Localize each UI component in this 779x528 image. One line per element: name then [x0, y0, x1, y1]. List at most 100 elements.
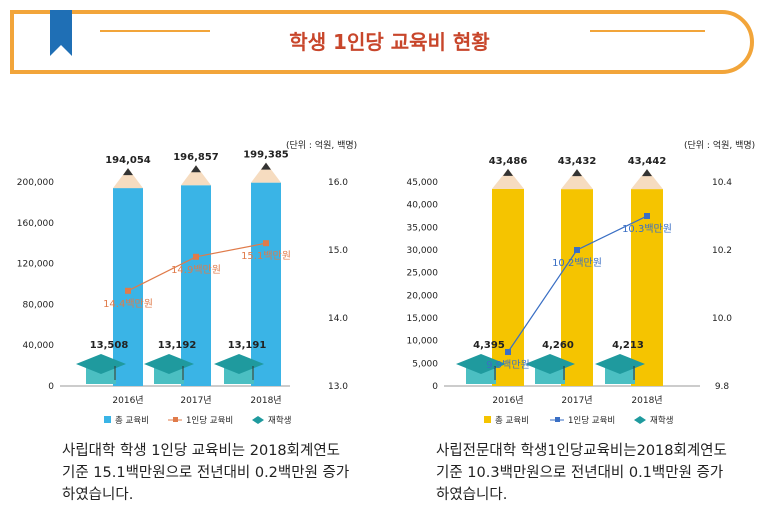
c2-ytick-label: 10,000	[407, 337, 439, 347]
c1-per-student-label: 15.1백만원	[241, 250, 291, 262]
c1-bar-total-label: 194,054	[105, 155, 151, 166]
c1-pencil-tip	[113, 168, 143, 189]
c2-per-student-point	[505, 349, 511, 355]
c2-y2tick-label: 9.8	[715, 382, 730, 392]
c2-legend-students: 재학생	[650, 415, 673, 426]
c1-y2tick-label: 16.0	[328, 178, 348, 188]
c1-pencil-tip	[251, 162, 281, 183]
c1-legend-line-marker	[173, 417, 178, 422]
c2-ytick-label: 20,000	[407, 291, 439, 301]
c2-legend-total: 총 교육비	[495, 416, 529, 426]
c2-xtick-label: 2016년	[492, 395, 523, 406]
c2-pencil-tip	[561, 169, 593, 190]
c1-ytick-label: 40,000	[23, 341, 55, 351]
c1-per-student-point	[263, 240, 269, 247]
c2-student-cap-top	[456, 354, 506, 374]
c1-pencil-lead	[123, 168, 133, 176]
c1-bar-total	[181, 185, 211, 386]
c2-student-cap-top	[525, 354, 575, 374]
c1-per-student-label: 14.4백만원	[103, 298, 153, 310]
title-banner	[10, 10, 754, 74]
c1-xtick-label: 2016년	[112, 395, 143, 406]
c1-student-cap-top	[214, 354, 264, 374]
c2-student-label: 4,260	[542, 340, 574, 351]
c2-student-label: 4,213	[612, 340, 644, 351]
unit-label-right: (단위 : 억원, 백명)	[684, 141, 756, 151]
c1-bar-total	[113, 188, 143, 386]
c2-per-student-label: 10.2백만원	[552, 257, 602, 269]
c2-pencil-lead	[642, 169, 652, 177]
c2-xtick-label: 2018년	[631, 395, 662, 406]
c1-student-cap-top	[144, 354, 194, 374]
c1-ytick-label: 80,000	[23, 300, 55, 310]
c2-ytick-label: 0	[432, 382, 438, 392]
unit-label-left: (단위 : 억원, 백명)	[286, 141, 358, 151]
c2-pencil-lead	[503, 168, 513, 176]
c2-per-student-label: 9.9백만원	[486, 359, 530, 371]
c1-student-cap-top	[76, 354, 126, 374]
caption-left: 사립대학 학생 1인당 교육비는 2018회계연도 기준 15.1백만원으로 전…	[62, 443, 350, 503]
c1-per-student-label: 14.9백만원	[171, 264, 221, 276]
c1-legend-per-student: 1인당 교육비	[186, 415, 233, 426]
c2-y2tick-label: 10.0	[712, 314, 732, 324]
c1-ytick-label: 200,000	[17, 178, 54, 188]
c2-ytick-label: 40,000	[407, 201, 439, 211]
c1-ytick-label: 0	[48, 382, 54, 392]
c2-xtick-label: 2017년	[561, 395, 592, 406]
panel-label-private-college: 사립전문대학	[539, 113, 623, 131]
c1-y2tick-label: 15.0	[328, 246, 348, 256]
c2-ytick-label: 15,000	[407, 314, 439, 324]
c2-bar-total	[561, 189, 593, 386]
c1-bar-total-label: 199,385	[243, 150, 289, 161]
c2-bar-total-label: 43,432	[558, 156, 597, 167]
c1-y2tick-label: 13.0	[328, 382, 348, 392]
c1-bar-total	[251, 182, 281, 386]
c2-pencil-tip	[631, 169, 663, 190]
c2-y2tick-label: 10.2	[712, 246, 732, 256]
c2-ytick-label: 5,000	[412, 359, 438, 369]
c2-ytick-label: 25,000	[407, 269, 439, 279]
c2-per-student-label: 10.3백만원	[622, 223, 672, 235]
c2-bar-total-label: 43,486	[489, 156, 528, 167]
c1-bar-total-label: 196,857	[173, 152, 219, 163]
c2-per-student-point	[574, 247, 580, 253]
c1-student-label: 13,191	[228, 340, 267, 351]
c1-pencil-tip	[181, 165, 211, 186]
c1-legend-cap-icon	[252, 416, 264, 424]
caption-right: 사립전문대학 학생1인당교육비는2018회계연도 기준 10.3백만원으로 전년…	[436, 443, 727, 503]
c1-y2tick-label: 14.0	[328, 314, 348, 324]
c2-bar-total	[631, 189, 663, 386]
c1-legend-students: 재학생	[268, 415, 291, 426]
c1-ytick-label: 120,000	[17, 260, 54, 270]
c1-student-label: 13,192	[158, 340, 197, 351]
c1-per-student-point	[193, 253, 199, 260]
c1-legend-total-swatch	[104, 416, 111, 423]
c1-student-label: 13,508	[90, 340, 129, 351]
c2-legend-total-swatch	[484, 416, 491, 423]
c1-pencil-lead	[261, 162, 271, 170]
c1-xtick-label: 2017년	[180, 395, 211, 406]
c2-legend-cap-icon	[634, 416, 646, 424]
c2-ytick-label: 30,000	[407, 246, 439, 256]
page-title: 학생 1인당 교육비 현황	[289, 30, 490, 54]
c2-student-label: 4,395	[473, 340, 505, 351]
c1-ytick-label: 160,000	[17, 219, 54, 229]
c2-y2tick-label: 10.4	[712, 178, 732, 188]
c2-pencil-tip	[492, 168, 524, 189]
bookmark-icon	[50, 10, 72, 56]
c2-student-cap-top	[595, 354, 645, 374]
c2-ytick-label: 35,000	[407, 223, 439, 233]
c2-ytick-label: 45,000	[407, 178, 439, 188]
c1-legend-total: 총 교육비	[115, 416, 149, 426]
c2-legend-line-marker	[555, 417, 560, 422]
banner-divider-left	[100, 30, 210, 32]
c2-pencil-lead	[572, 169, 582, 177]
c1-pencil-lead	[191, 165, 201, 173]
c2-legend-per-student: 1인당 교육비	[568, 415, 615, 426]
c2-bar-total-label: 43,442	[628, 156, 667, 167]
c1-per-student-point	[125, 287, 131, 294]
c2-per-student-point	[644, 213, 650, 219]
c2-bar-total	[492, 188, 524, 386]
banner-divider-right	[590, 30, 705, 32]
